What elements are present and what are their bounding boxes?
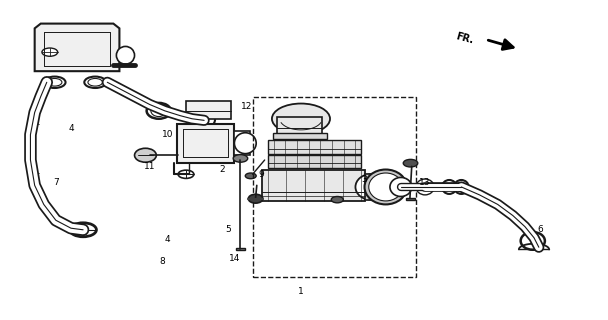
Ellipse shape [47, 78, 62, 86]
Text: 10: 10 [162, 130, 173, 139]
Bar [237, 248, 244, 251]
Bar [261, 170, 365, 201]
Bar [268, 140, 362, 154]
Text: 13: 13 [420, 178, 431, 187]
Ellipse shape [235, 133, 256, 154]
Ellipse shape [233, 155, 247, 162]
Ellipse shape [134, 148, 156, 162]
Ellipse shape [88, 78, 103, 86]
Bar [252, 97, 416, 277]
Ellipse shape [520, 232, 545, 250]
Text: 14: 14 [229, 254, 240, 263]
Bar [186, 101, 232, 119]
Ellipse shape [331, 196, 344, 203]
Ellipse shape [178, 170, 194, 178]
Ellipse shape [147, 103, 171, 119]
Text: 7: 7 [53, 178, 59, 187]
Text: 12: 12 [241, 101, 252, 111]
Text: 8: 8 [159, 257, 165, 266]
Bar [235, 132, 249, 155]
Ellipse shape [116, 46, 134, 64]
Text: 2: 2 [219, 165, 225, 174]
Text: 1: 1 [298, 287, 304, 296]
Ellipse shape [248, 194, 263, 203]
Ellipse shape [416, 179, 434, 195]
Ellipse shape [44, 76, 66, 88]
Polygon shape [35, 24, 119, 71]
Ellipse shape [70, 223, 97, 237]
Text: 4: 4 [165, 235, 171, 244]
Bar [268, 155, 362, 168]
Ellipse shape [403, 159, 418, 167]
Bar [277, 117, 322, 135]
Ellipse shape [369, 173, 402, 201]
Ellipse shape [442, 180, 457, 194]
Ellipse shape [151, 105, 167, 116]
Ellipse shape [454, 180, 469, 194]
Text: 4: 4 [68, 124, 74, 133]
Ellipse shape [193, 110, 215, 128]
Text: 6: 6 [537, 225, 543, 234]
Bar [406, 198, 415, 200]
Ellipse shape [390, 178, 412, 196]
Bar [177, 124, 235, 163]
Ellipse shape [365, 170, 407, 204]
Ellipse shape [245, 173, 256, 179]
Ellipse shape [356, 174, 385, 200]
Ellipse shape [85, 76, 106, 88]
Bar [272, 133, 327, 140]
Text: 5: 5 [226, 225, 231, 234]
Ellipse shape [272, 104, 330, 134]
Text: 11: 11 [144, 162, 156, 171]
Text: 3: 3 [362, 174, 367, 184]
Text: 9: 9 [259, 170, 264, 179]
Ellipse shape [42, 48, 58, 56]
Bar [365, 174, 385, 200]
Text: FR.: FR. [455, 31, 475, 46]
